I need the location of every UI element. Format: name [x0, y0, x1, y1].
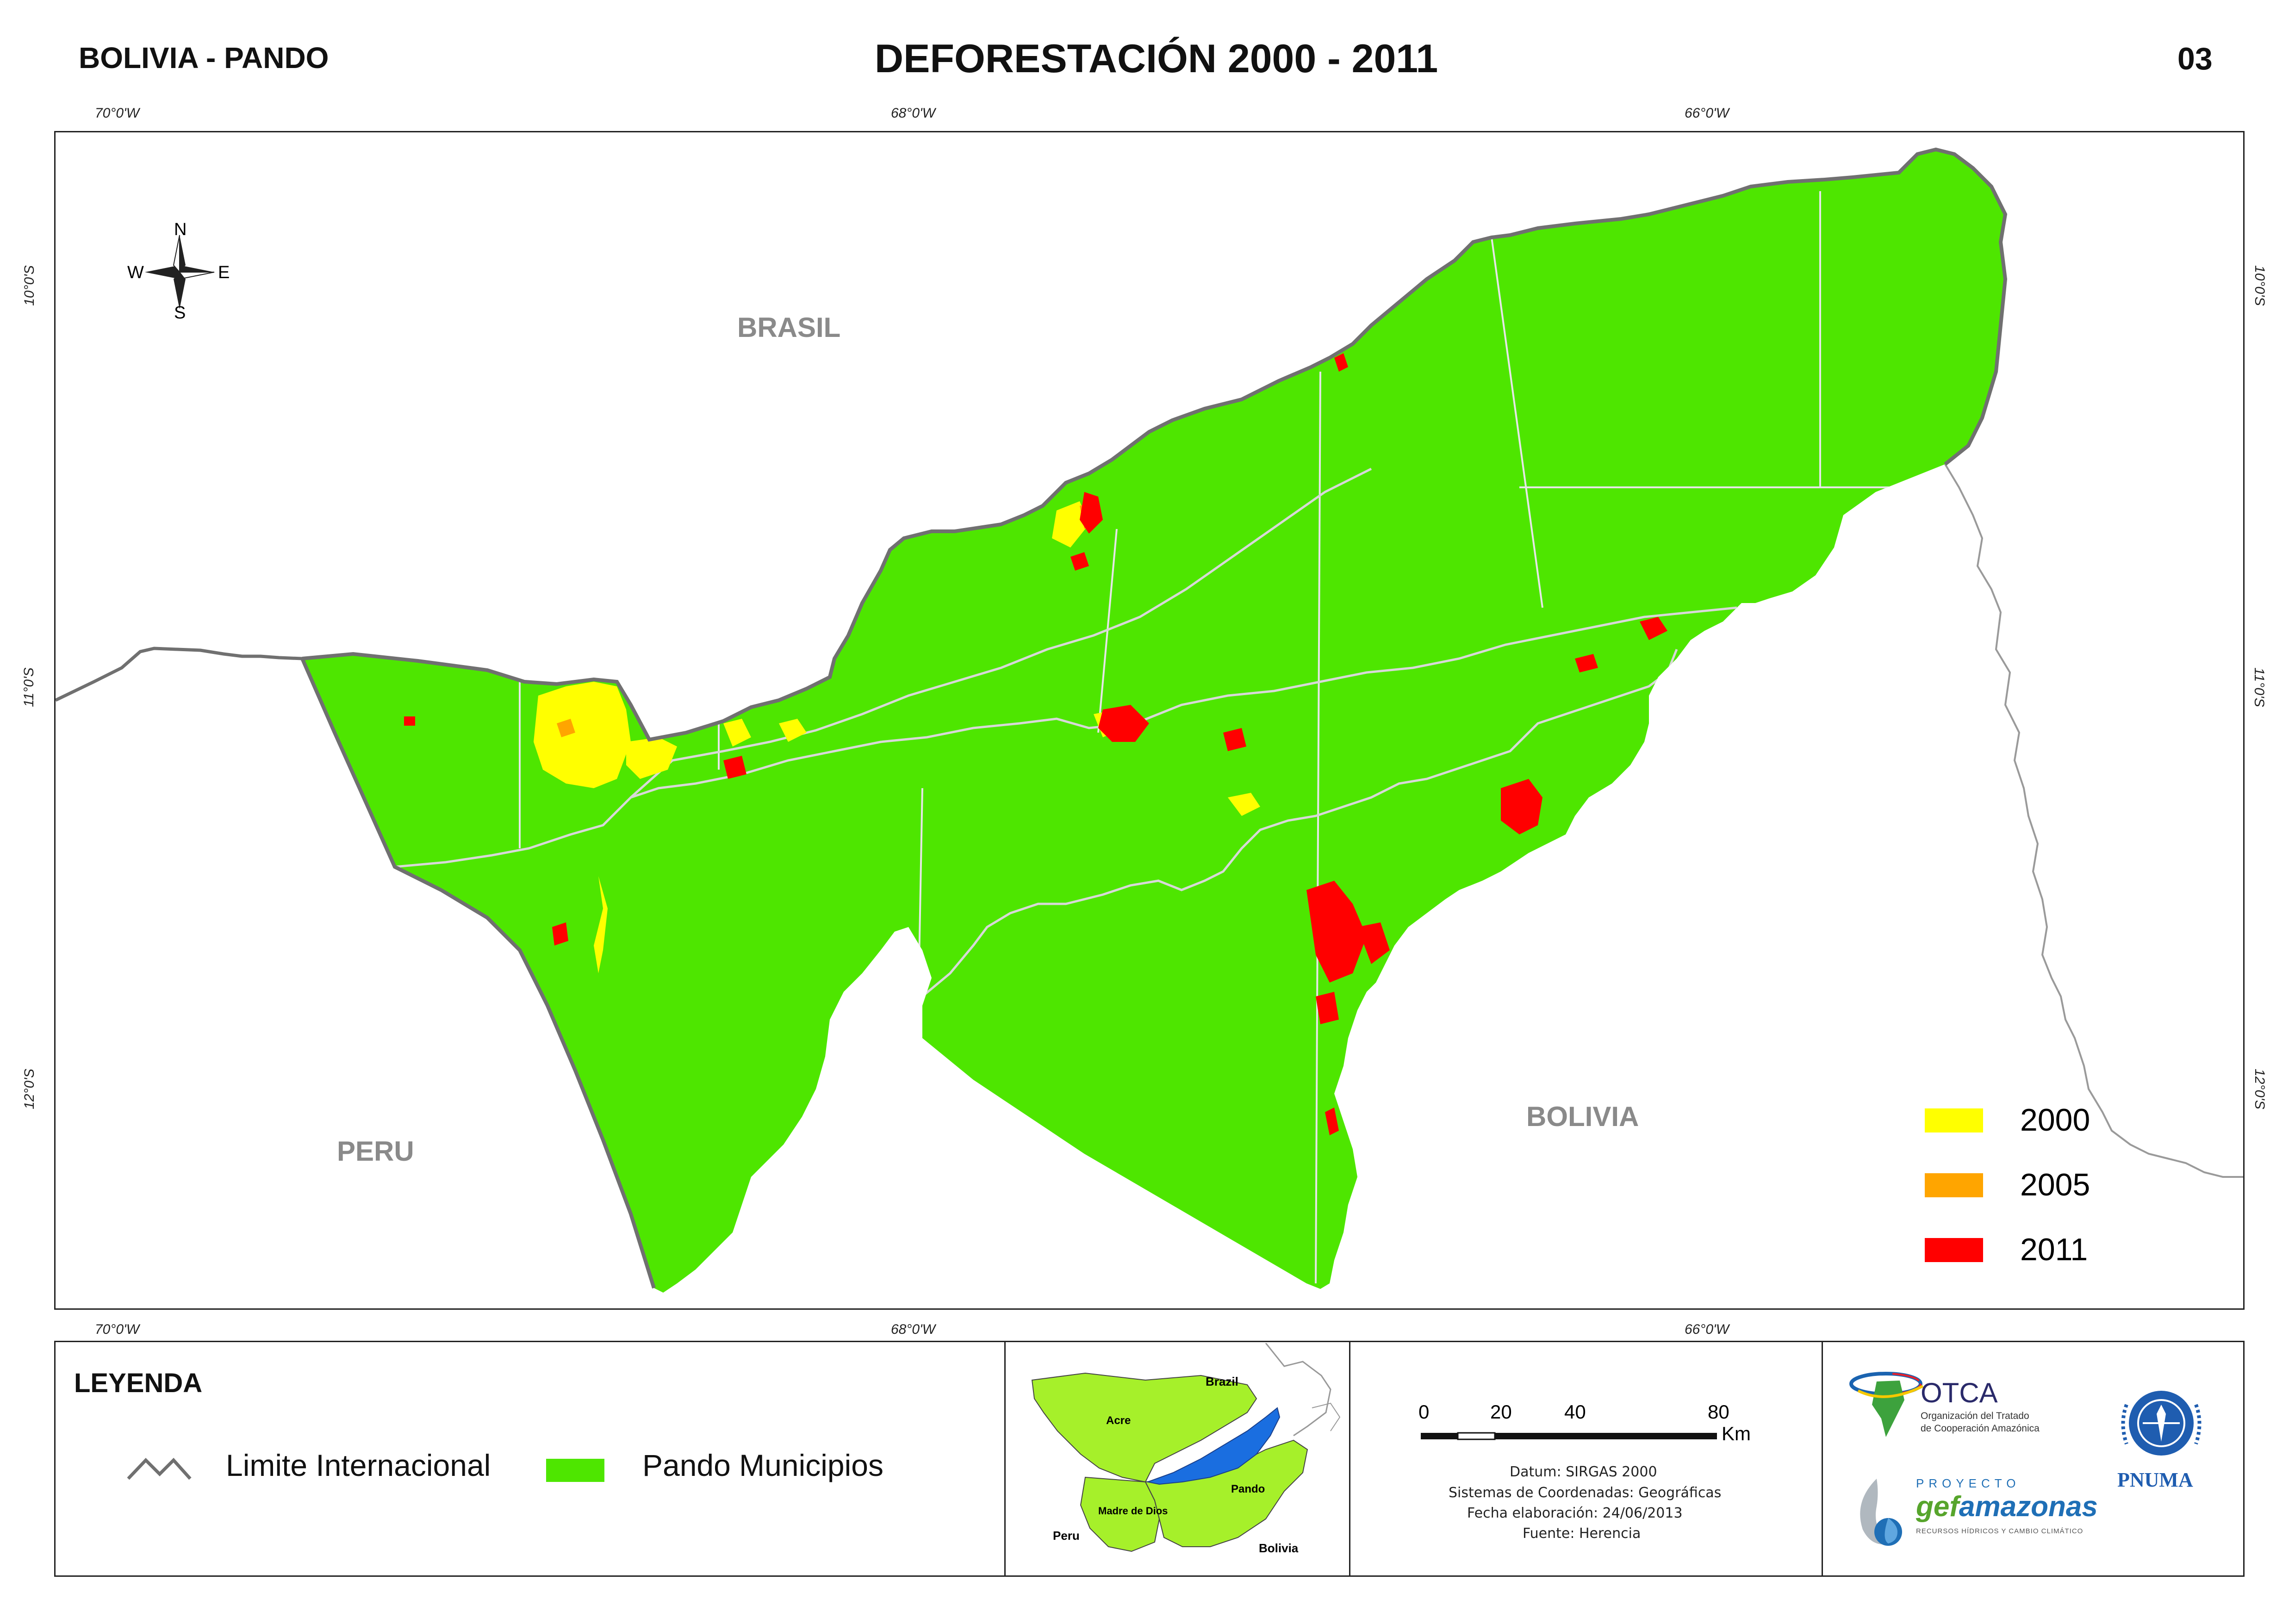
sheet-number: 03: [2177, 41, 2213, 76]
bottom-lon-66: 66°0'W: [1685, 1322, 1729, 1337]
boundary-east: [1944, 463, 2243, 1178]
north-arrow: N S W E: [127, 220, 230, 323]
gef-title-a: gef: [1916, 1491, 1959, 1523]
gef-title-b: amazonas: [1959, 1491, 2098, 1523]
map-canvas: BRASIL PERU BOLIVIA N S W E 2000 2005 20…: [56, 147, 2243, 1293]
label-peru: PERU: [337, 1136, 414, 1167]
right-lat-11: 11°0'S: [2251, 667, 2267, 707]
inset-pando: Pando: [1231, 1483, 1265, 1495]
inset-map: Brazil Acre Pando Madre de Dios Peru Bol…: [1031, 1343, 1341, 1555]
otca-logo: [1849, 1372, 1924, 1437]
meta-date: Fecha elaboración: 24/06/2013: [1467, 1505, 1683, 1521]
bottom-panel: [54, 1341, 2245, 1577]
otca-name: OTCA: [1921, 1377, 1998, 1408]
pando-polygon: [302, 149, 2005, 1293]
bottom-lon-70: 70°0'W: [95, 1322, 140, 1337]
bottom-lon-68: 68°0'W: [891, 1322, 936, 1337]
scale-bar: 0 20 40 80 Km: [1418, 1401, 1751, 1444]
inset-madre-de-dios: Madre de Dios: [1098, 1505, 1168, 1517]
legend-swatch-2005: [1925, 1173, 1983, 1197]
left-lat-10: 10°0'S: [21, 265, 37, 306]
pando-outline-peru: [300, 658, 656, 1289]
map-title: DEFORESTACIÓN 2000 - 2011: [875, 37, 1438, 81]
north-arrow-e: E: [218, 263, 230, 282]
top-lon-68: 68°0'W: [891, 106, 936, 121]
legend-swatch-2011: [1925, 1238, 1983, 1262]
legend-title: LEYENDA: [74, 1368, 203, 1398]
pnuma-logo: [2121, 1391, 2202, 1456]
legend-label-2005: 2005: [2020, 1167, 2090, 1202]
inset-acre: Acre: [1106, 1414, 1131, 1427]
right-lat-10: 10°0'S: [2251, 265, 2267, 306]
deforestation-2011: [404, 353, 1667, 1135]
otca-line1: Organización del Tratado: [1921, 1411, 2029, 1421]
scale-tick-0: 0: [1418, 1401, 1429, 1423]
map-frame: BRASIL PERU BOLIVIA N S W E 2000 2005 20…: [54, 131, 2245, 1310]
left-lat-12: 12°0'S: [21, 1069, 37, 1109]
north-arrow-n: N: [174, 220, 187, 239]
boundary-west: [56, 647, 303, 702]
inset-peru: Peru: [1053, 1529, 1080, 1543]
inset-bolivia: Bolivia: [1259, 1541, 1299, 1555]
gefamazonas-logo: [1860, 1479, 1902, 1546]
legend-pando-swatch: [546, 1459, 604, 1482]
scale-tick-40: 40: [1564, 1401, 1586, 1423]
gef-proyecto: PROYECTO: [1916, 1476, 2021, 1490]
pando-outline: [302, 147, 2008, 742]
scale-unit: Km: [1722, 1423, 1751, 1444]
panel-divider-1: [1004, 1341, 1006, 1577]
top-lon-70: 70°0'W: [95, 106, 140, 121]
panel-divider-3: [1822, 1341, 1823, 1577]
meta-crs: Sistemas de Coordenadas: Geográficas: [1449, 1485, 1722, 1501]
legend-swatch-2000: [1925, 1108, 1983, 1132]
left-lat-11: 11°0'S: [21, 667, 37, 707]
north-arrow-s: S: [174, 303, 186, 323]
legend-label-2011: 2011: [2020, 1232, 2088, 1267]
meta-datum: Datum: SIRGAS 2000: [1510, 1464, 1657, 1480]
otca-line2: de Cooperación Amazónica: [1921, 1423, 2040, 1434]
legend-label-2000: 2000: [2020, 1102, 2090, 1138]
gef-sub: RECURSOS HÍDRICOS Y CAMBIO CLIMÁTICO: [1916, 1527, 2084, 1535]
gef-title: gefamazonas: [1916, 1490, 2098, 1523]
label-bolivia: BOLIVIA: [1526, 1101, 1639, 1132]
scale-tick-20: 20: [1490, 1401, 1512, 1423]
label-brasil: BRASIL: [737, 312, 840, 343]
legend-pando-label: Pando Municipios: [642, 1448, 883, 1482]
pnuma-label: PNUMA: [2117, 1468, 2193, 1491]
inset-brazil: Brazil: [1206, 1375, 1238, 1388]
limit-symbol: [127, 1457, 192, 1480]
scale-tick-80: 80: [1708, 1401, 1729, 1423]
legend-limit-label: Limite Internacional: [226, 1448, 491, 1482]
top-lon-66: 66°0'W: [1685, 106, 1729, 121]
header-region-label: BOLIVIA - PANDO: [79, 41, 329, 75]
deforestation-legend: 2000 2005 2011: [1925, 1102, 2090, 1267]
meta-source: Fuente: Herencia: [1523, 1525, 1641, 1542]
right-lat-12: 12°0'S: [2251, 1069, 2267, 1109]
rivers: [394, 467, 1737, 997]
north-arrow-w: W: [127, 263, 144, 282]
panel-divider-2: [1349, 1341, 1350, 1577]
